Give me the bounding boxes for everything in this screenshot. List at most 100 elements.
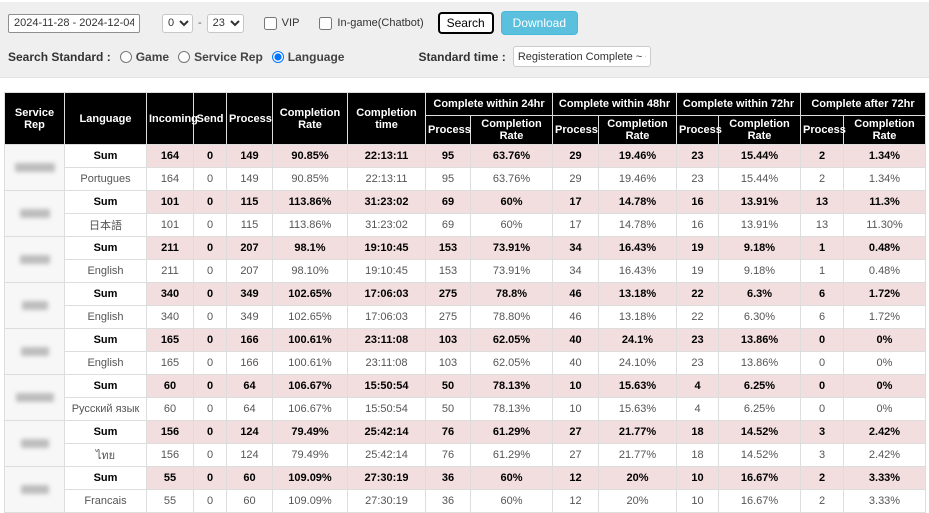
redacted-name (19, 255, 50, 265)
search-standard-label: Search Standard : (8, 49, 111, 64)
data-cell: 13 (800, 190, 844, 214)
data-cell: 13.18% (598, 282, 677, 306)
data-cell: 1 (800, 236, 844, 260)
data-cell: 50 (425, 374, 471, 398)
data-cell: 100.61% (272, 328, 348, 352)
data-cell: 6 (800, 305, 844, 329)
data-cell: 0 (193, 213, 227, 237)
data-cell: 2.42% (843, 420, 926, 444)
toolbar-row-1: 0 - 23 VIP In-game(Chatbot) Search Downl… (8, 11, 921, 35)
language-row: Francais 55 0 60 109.09% 27:30:19 36 60% 12 20% 10… (5, 489, 926, 513)
data-cell: 15:50:54 (347, 397, 426, 421)
data-cell: 31:23:02 (347, 213, 426, 237)
language-cell: Sum (64, 236, 147, 260)
data-cell: 340 (146, 282, 194, 306)
data-cell: 9.18% (718, 259, 801, 283)
data-cell: 149 (226, 167, 273, 191)
data-cell: 349 (226, 282, 273, 306)
data-cell: 106.67% (272, 374, 348, 398)
data-cell: 79.49% (272, 420, 348, 444)
data-cell: 4 (676, 397, 719, 421)
data-cell: 3 (800, 420, 844, 444)
data-cell: 15:50:54 (347, 374, 426, 398)
col-language: Language (64, 92, 147, 145)
data-cell: 2 (800, 489, 844, 513)
radio-service-rep-label: Service Rep (194, 49, 263, 64)
data-cell: 19.46% (598, 167, 677, 191)
data-cell: 0 (193, 351, 227, 375)
data-cell: 17 (552, 190, 599, 214)
search-button[interactable]: Search (437, 12, 494, 34)
data-cell: 115 (226, 190, 273, 214)
radio-language[interactable]: Language (271, 50, 344, 64)
standard-time-select[interactable]: Registeration Complete ~ Cer (512, 46, 651, 67)
language-cell: ไทย (64, 443, 147, 467)
download-button[interactable]: Download (500, 11, 579, 35)
language-row: ไทย 156 0 124 79.49% 25:42:14 76 61.29% 27 21.77%… (5, 443, 926, 467)
data-cell: 12 (552, 489, 599, 513)
data-cell: 27 (552, 443, 599, 467)
language-cell: Sum (64, 190, 147, 214)
data-cell: 40 (552, 351, 599, 375)
subcol-process-24: Process (425, 115, 471, 145)
data-cell: 103 (425, 351, 471, 375)
data-cell: 98.10% (272, 259, 348, 283)
data-cell: 18 (676, 420, 719, 444)
language-row: Русский язык 60 0 64 106.67% 15:50:54 50 78.13%… (5, 397, 926, 421)
data-cell: 211 (146, 236, 194, 260)
data-cell: 109.09% (272, 466, 348, 490)
data-cell: 340 (146, 305, 194, 329)
data-cell: 0 (193, 144, 227, 168)
radio-service-rep-input[interactable] (178, 50, 191, 63)
data-cell: 0 (193, 489, 227, 513)
data-cell: 13.91% (718, 190, 801, 214)
vip-checkbox[interactable] (263, 16, 277, 30)
data-cell: 21.77% (598, 443, 677, 467)
data-cell: 100.61% (272, 351, 348, 375)
ingame-chatbot-checkbox[interactable] (319, 16, 333, 30)
subcol-rate-24: Completion Rate (470, 115, 553, 145)
radio-service-rep[interactable]: Service Rep (178, 50, 263, 64)
data-cell: 27:30:19 (347, 466, 426, 490)
data-cell: 124 (226, 420, 273, 444)
col-completion-time: Completion time (347, 92, 426, 145)
data-cell: 27 (552, 420, 599, 444)
data-cell: 34 (552, 259, 599, 283)
redacted-name (21, 301, 48, 311)
data-cell: 23:11:08 (347, 351, 426, 375)
language-cell: English (64, 305, 147, 329)
hour-from-select[interactable]: 0 (162, 13, 193, 33)
data-cell: 19 (676, 236, 719, 260)
date-range-input[interactable] (8, 13, 140, 33)
radio-language-input[interactable] (271, 50, 284, 63)
radio-game[interactable]: Game (119, 49, 170, 64)
radio-game-input[interactable] (119, 50, 132, 63)
data-cell: 0 (193, 305, 227, 329)
data-cell: 22 (676, 282, 719, 306)
data-cell: 113.86% (272, 190, 348, 214)
data-cell: 124 (226, 443, 273, 467)
language-row: English 165 0 166 100.61% 23:11:08 103 62.05% 40… (5, 351, 926, 375)
language-cell: Sum (64, 328, 147, 352)
language-cell: Sum (64, 466, 147, 490)
data-cell: 13.91% (718, 213, 801, 237)
language-cell: Francais (64, 489, 147, 513)
group-within-48hr: Complete within 48hr (552, 92, 677, 116)
data-cell: 23 (676, 144, 719, 168)
data-cell: 1.72% (843, 282, 926, 306)
data-cell: 60 (146, 397, 194, 421)
language-cell: 日本語 (64, 213, 147, 237)
language-cell: Русский язык (64, 397, 147, 421)
sum-row: Sum 211 0 207 98.1% 19:10:45 153 73.91% 34 16.43%… (4, 236, 926, 283)
hour-to-select[interactable]: 23 (206, 13, 244, 33)
data-cell: 10 (676, 489, 719, 513)
data-cell: 50 (425, 397, 471, 421)
data-cell: 0 (193, 167, 227, 191)
data-cell: 0 (800, 351, 844, 375)
data-cell: 24.10% (598, 351, 677, 375)
data-cell: 69 (425, 190, 471, 214)
data-cell: 20% (598, 466, 677, 490)
data-cell: 73.91% (470, 236, 553, 260)
data-cell: 19 (676, 259, 719, 283)
radio-game-label: Game (135, 49, 170, 64)
